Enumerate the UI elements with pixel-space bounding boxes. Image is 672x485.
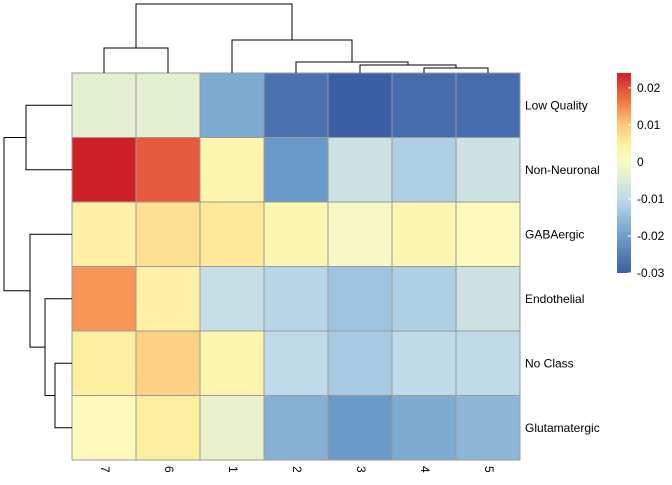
column-label: 2 [290,466,304,473]
row-dendrogram-branch [25,104,72,171]
row-label: Low Quality [525,98,588,112]
row-dendrogram-branch [29,233,72,348]
column-label: 7 [98,466,112,473]
heatmap-cells [71,72,521,461]
heatmap-cell [199,137,265,203]
heatmap-cell [455,137,521,203]
column-dendrogram-branch [135,3,293,48]
heatmap-cell [327,266,393,332]
heatmap-cell [455,395,521,461]
column-dendrogram-branch [359,64,457,73]
row-label: Non-Neuronal [525,163,600,177]
heatmap-cell [71,330,137,396]
color-legend-tick-label: -0.01 [637,192,665,206]
heatmap-cell [391,137,457,203]
heatmap-cell [135,72,201,138]
color-legend-tick-label: 0.02 [637,81,661,95]
column-label: 6 [162,466,176,473]
column-label: 1 [226,466,240,473]
heatmap-cell [199,266,265,332]
heatmap-cell [263,266,329,332]
heatmap-cell [71,201,137,267]
row-label: No Class [525,356,574,370]
heatmap-cell [263,201,329,267]
row-dendrogram [3,104,72,429]
color-legend: 0.02 0.01 0 -0.01 -0.02 -0.03 [617,73,665,280]
heatmap-cell [71,266,137,332]
heatmap-cell [391,395,457,461]
row-dendrogram-branch [3,137,30,292]
column-dendrogram [103,3,489,73]
column-label: 4 [418,466,432,473]
row-label: GABAergic [525,227,584,241]
heatmap-cell [455,72,521,138]
heatmap-cell [199,395,265,461]
heatmap-cell [263,330,329,396]
heatmap-cell [455,330,521,396]
row-label: Glutamatergic [525,421,600,435]
heatmap-cell [391,201,457,267]
heatmap-cell [135,137,201,203]
heatmap-cell [455,201,521,267]
heatmap-cell [135,201,201,267]
heatmap-cell [455,266,521,332]
row-label: Endothelial [525,292,584,306]
heatmap-cell [391,72,457,138]
color-legend-tick-label: 0.01 [637,118,661,132]
row-labels: Low Quality Non-Neuronal GABAergic Endothel… [525,98,600,435]
heatmap-cell [71,395,137,461]
heatmap-cell [263,395,329,461]
column-label: 3 [354,466,368,473]
column-dendrogram-branch [103,47,169,73]
heatmap-cell [199,201,265,267]
row-dendrogram-branch [54,362,72,429]
heatmap-cell [135,395,201,461]
column-label: 5 [482,466,496,473]
color-legend-tick-label: -0.02 [637,229,665,243]
color-legend-tick-label: 0 [637,155,644,169]
column-labels: 7 6 1 2 3 4 5 [98,466,496,473]
heatmap-cell [327,137,393,203]
heatmap-cell [135,266,201,332]
column-dendrogram-branch [423,67,489,73]
heatmap-cell [263,72,329,138]
color-legend-bar [617,73,631,273]
heatmap-cell [71,72,137,138]
column-dendrogram-branch [231,39,353,73]
row-dendrogram-branch [44,298,72,396]
heatmap-cell [391,266,457,332]
heatmap-cell [327,330,393,396]
heatmap-cell [263,137,329,203]
heatmap-cell [391,330,457,396]
heatmap-cell [71,137,137,203]
column-dendrogram-branch [295,61,409,73]
heatmap-cell [135,330,201,396]
heatmap-cell [199,72,265,138]
heatmap-cell [327,201,393,267]
heatmap-cell [327,395,393,461]
color-legend-tick-label: -0.03 [637,266,665,280]
heatmap-cell [327,72,393,138]
heatmap-cell [199,330,265,396]
